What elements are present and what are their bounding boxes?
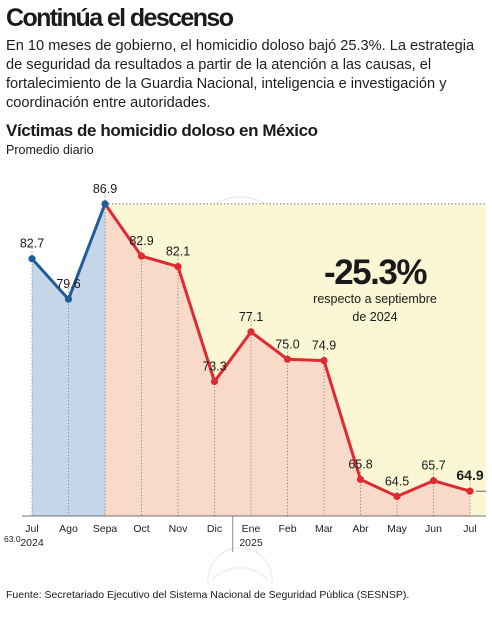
watermark-emblem-bottom — [207, 547, 273, 585]
data-label: 82.7 — [20, 237, 44, 251]
x-tick-label: May — [387, 523, 408, 535]
data-point — [247, 328, 255, 336]
x-tick-label: Feb — [278, 523, 296, 535]
data-label: 82.1 — [166, 245, 190, 259]
data-point — [101, 200, 109, 208]
x-tick-label: Sepa — [93, 523, 118, 535]
annotation-text-line2: de 2024 — [352, 310, 397, 324]
data-label: 74.9 — [312, 339, 336, 353]
x-tick-label: Nov — [169, 523, 188, 535]
data-label: 73.3 — [202, 359, 226, 373]
year-label: 2025 — [239, 537, 263, 549]
x-tick-label: Oct — [133, 523, 149, 535]
data-point — [174, 262, 182, 271]
data-label: 79.6 — [56, 277, 80, 291]
x-tick-label: Mar — [315, 523, 334, 535]
data-point — [64, 295, 73, 303]
lead-paragraph: En 10 meses de gobierno, el homicidio do… — [6, 38, 475, 111]
data-label: 82.9 — [129, 234, 153, 248]
chart-title: Víctimas de homicidio doloso en México — [6, 121, 318, 140]
data-point — [28, 255, 36, 263]
data-label: 77.1 — [239, 310, 263, 324]
x-tick-label: Abr — [352, 523, 369, 535]
data-label: 65.8 — [348, 457, 372, 471]
data-point — [283, 355, 292, 363]
x-tick-label: Ago — [59, 523, 78, 535]
baseline-label: 63.0 — [4, 534, 21, 544]
data-point — [356, 475, 365, 484]
x-tick-label: Jun — [425, 523, 442, 535]
data-label: 65.7 — [421, 459, 445, 473]
data-point — [320, 357, 328, 365]
data-point — [466, 487, 474, 495]
data-label: 75.0 — [275, 337, 299, 351]
data-point — [429, 477, 438, 485]
x-tick-label: Dic — [207, 523, 222, 535]
data-point — [393, 492, 401, 501]
x-tick-label: Jul — [25, 523, 38, 535]
headline: Continúa el descenso — [6, 4, 234, 32]
chart-subtitle: Promedio diario — [6, 143, 94, 157]
x-tick-label: Ene — [242, 523, 261, 535]
source-note: Fuente: Secretariado Ejecutivo del Siste… — [6, 589, 410, 601]
data-label: 86.9 — [93, 182, 117, 196]
data-label: 64.9 — [456, 467, 483, 483]
data-point — [210, 377, 219, 386]
data-point — [137, 252, 146, 260]
annotation-text-line1: respecto a septiembre — [313, 292, 437, 306]
x-tick-label: Jul — [463, 523, 476, 535]
data-label: 64.5 — [385, 474, 409, 488]
annotation-percent: -25.3% — [324, 253, 427, 292]
year-label: 2024 — [20, 537, 44, 549]
line-chart: 63.0 82.7 79.6 86.9 82.9 82.1 73.3 77.1 75.0 74.… — [4, 182, 486, 585]
